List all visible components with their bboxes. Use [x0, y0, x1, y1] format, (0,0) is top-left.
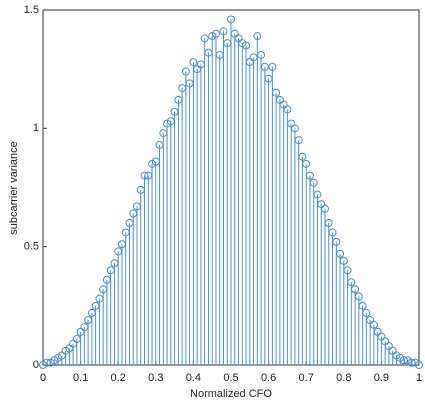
stem-marker [283, 105, 292, 114]
stem-marker [227, 15, 235, 24]
x-tick-label: 1 [416, 372, 422, 384]
stem-marker [343, 266, 352, 275]
stem-marker [336, 249, 345, 258]
stem-marker [257, 50, 266, 59]
y-tick-label: 1.5 [24, 4, 39, 16]
stem-marker [298, 152, 307, 161]
x-tick-label: 0.8 [336, 372, 351, 384]
stem-marker [211, 29, 220, 38]
y-axis-label: subcarrier variance [8, 141, 20, 235]
stem-marker [290, 124, 299, 133]
stem-marker [313, 190, 322, 199]
x-tick-label: 0.4 [186, 372, 201, 384]
stem-marker [354, 292, 363, 301]
stem-marker [369, 320, 378, 329]
stem-marker [260, 62, 269, 71]
stem-marker [358, 301, 367, 310]
stem-marker [339, 256, 348, 265]
stem-marker [294, 136, 303, 145]
x-tick-label: 0.5 [223, 372, 238, 384]
stem-marker [302, 159, 311, 168]
x-axis-label: Normalized CFO [190, 388, 272, 400]
y-tick-label: 0 [33, 359, 39, 371]
x-tick-label: 0.2 [111, 372, 126, 384]
stem-marker [189, 58, 198, 67]
stem-marker [272, 88, 281, 97]
stem-marker [242, 41, 251, 50]
x-tick-label: 0.7 [299, 372, 314, 384]
stem-marker [351, 285, 360, 294]
stem-marker [181, 67, 190, 76]
y-tick-label: 1 [33, 122, 39, 134]
x-tick-label: 0 [40, 372, 46, 384]
stem-marker [362, 308, 371, 317]
stem-marker [253, 32, 262, 41]
stem-marker [332, 237, 341, 246]
stem-marker [324, 219, 333, 227]
stem-marker [321, 204, 329, 213]
stem-marker [219, 27, 228, 36]
stem-marker [305, 171, 314, 180]
y-tick-label: 0.5 [24, 241, 39, 253]
x-tick-label: 0.6 [261, 372, 276, 384]
stem-marker [328, 228, 337, 237]
stem-marker [347, 278, 356, 287]
stem-marker [309, 178, 318, 187]
stem-marker [415, 361, 423, 369]
x-tick-label: 0.3 [148, 372, 163, 384]
x-tick-label: 0.9 [374, 372, 389, 384]
x-tick-label: 0.1 [73, 372, 88, 384]
stem-marker [200, 34, 209, 43]
stem-marker [268, 62, 277, 71]
